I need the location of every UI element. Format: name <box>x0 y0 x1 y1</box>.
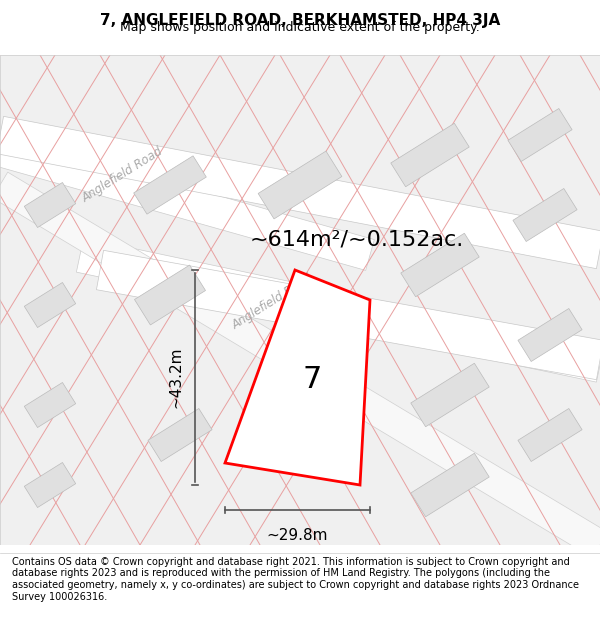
Text: 7: 7 <box>303 365 322 394</box>
Polygon shape <box>411 453 489 517</box>
Polygon shape <box>24 282 76 328</box>
Polygon shape <box>258 151 342 219</box>
Polygon shape <box>513 189 577 241</box>
Text: Map shows position and indicative extent of the property.: Map shows position and indicative extent… <box>120 21 480 34</box>
Polygon shape <box>411 363 489 427</box>
Polygon shape <box>134 265 206 325</box>
Polygon shape <box>0 172 600 558</box>
Polygon shape <box>0 129 374 271</box>
Polygon shape <box>97 251 600 379</box>
Polygon shape <box>134 156 206 214</box>
Polygon shape <box>508 109 572 161</box>
Text: Anglefield Road: Anglefield Road <box>230 272 316 332</box>
Polygon shape <box>518 409 582 461</box>
Polygon shape <box>271 383 349 447</box>
Polygon shape <box>76 238 600 382</box>
Text: ~29.8m: ~29.8m <box>267 528 328 543</box>
Polygon shape <box>24 382 76 428</box>
Polygon shape <box>401 233 479 297</box>
Text: 7, ANGLEFIELD ROAD, BERKHAMSTED, HP4 3JA: 7, ANGLEFIELD ROAD, BERKHAMSTED, HP4 3JA <box>100 13 500 28</box>
Polygon shape <box>391 123 469 187</box>
Text: Contains OS data © Crown copyright and database right 2021. This information is : Contains OS data © Crown copyright and d… <box>12 557 579 601</box>
Polygon shape <box>24 462 76 508</box>
Text: Anglefield Road: Anglefield Road <box>80 145 166 205</box>
Polygon shape <box>0 116 600 269</box>
Polygon shape <box>24 182 76 228</box>
Text: ~614m²/~0.152ac.: ~614m²/~0.152ac. <box>250 230 464 250</box>
Polygon shape <box>148 409 212 461</box>
Polygon shape <box>518 309 582 361</box>
Text: ~43.2m: ~43.2m <box>168 347 183 408</box>
Polygon shape <box>225 270 370 485</box>
